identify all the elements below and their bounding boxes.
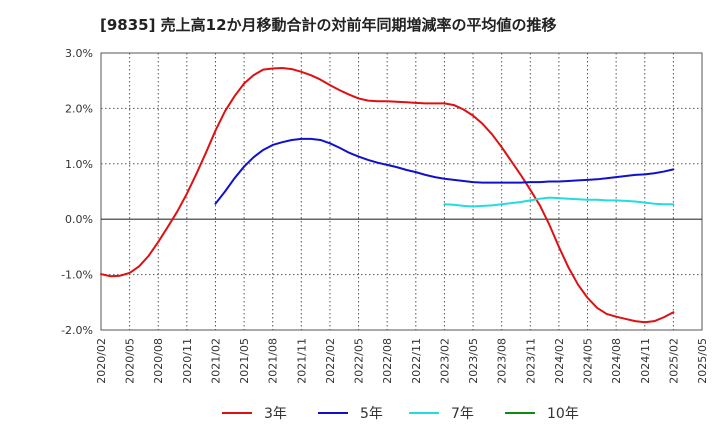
y-tick-label: 3.0% (65, 47, 93, 60)
legend-label-7年: 7年 (451, 406, 474, 422)
y-tick-label: -2.0% (61, 324, 93, 337)
grid-layer (100, 52, 703, 331)
axis-layer: 2020/02 2020/05 2020/08 2020/11 2021/02 2021/… (61, 47, 709, 384)
legend-label-10年: 10年 (547, 406, 579, 422)
x-tick-label: 2021/02 (209, 338, 222, 384)
x-tick-label: 2022/02 (324, 338, 337, 384)
plot-frame (100, 52, 703, 331)
x-tick-label: 2022/11 (410, 338, 423, 384)
chart-title: [9835] 売上高12か月移動合計の対前年同期増減率の平均値の推移 (100, 16, 557, 34)
x-tick-label: 2020/02 (95, 338, 108, 384)
x-tick-label: 2024/08 (610, 338, 623, 384)
x-tick-label: 2022/08 (381, 338, 394, 384)
y-tick-label: 1.0% (65, 158, 93, 171)
series-line-5年 (214, 137, 675, 205)
legend-label-3年: 3年 (264, 406, 287, 422)
x-tick-label: 2024/05 (582, 338, 595, 384)
series-line-3年 (100, 66, 675, 324)
x-tick-label: 2023/02 (438, 338, 451, 384)
y-tick-label: -1.0% (61, 269, 93, 282)
x-tick-label: 2023/08 (496, 338, 509, 384)
y-tick-label: 0.0% (65, 213, 93, 226)
x-tick-label: 2024/02 (553, 338, 566, 384)
x-tick-label: 2024/11 (639, 338, 652, 384)
series-line-7年 (443, 196, 675, 208)
legend: 3年 5年 7年 10年 (222, 406, 579, 422)
x-tick-label: 2023/05 (467, 338, 480, 384)
x-tick-label: 2020/08 (152, 338, 165, 384)
x-tick-label: 2020/11 (181, 338, 194, 384)
x-tick-label: 2025/05 (696, 338, 709, 384)
x-tick-label: 2022/05 (353, 338, 366, 384)
legend-label-5年: 5年 (360, 406, 383, 422)
y-tick-label: 2.0% (65, 102, 93, 115)
x-tick-label: 2021/08 (267, 338, 280, 384)
x-tick-label: 2021/05 (238, 338, 251, 384)
series-layer (100, 66, 675, 324)
x-tick-label: 2025/02 (667, 338, 680, 384)
x-tick-label: 2020/05 (124, 338, 137, 384)
x-tick-label: 2021/11 (295, 338, 308, 384)
x-tick-label: 2023/11 (524, 338, 537, 384)
